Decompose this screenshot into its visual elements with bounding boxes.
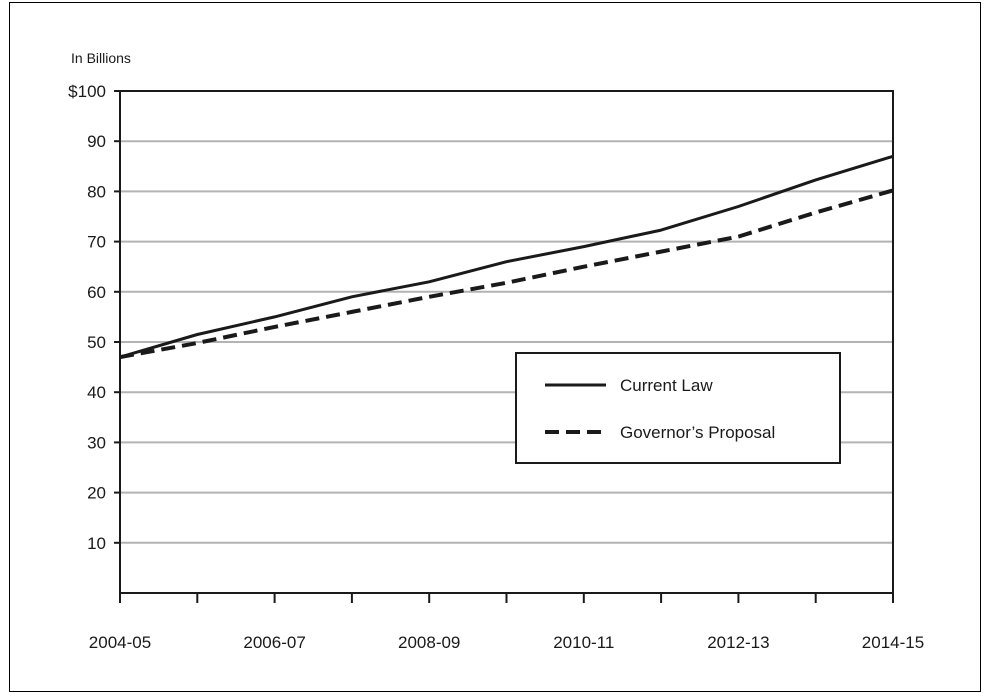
x-tick-label: 2010-11 [553, 633, 614, 652]
y-tick-label: 70 [87, 233, 106, 252]
y-tick-label: 30 [87, 433, 106, 452]
y-tick-label: $100 [68, 82, 106, 101]
gridlines [120, 140, 893, 544]
x-tick-label: 2006-07 [243, 633, 305, 652]
legend-label-current-law: Current Law [620, 376, 713, 395]
y-tick-label: 10 [87, 534, 106, 553]
legend-box [515, 352, 841, 464]
legend: Current Law Governor’s Proposal [515, 352, 841, 464]
x-tick-label: 2014-15 [862, 633, 924, 652]
chart-frame [9, 2, 981, 692]
y-tick-labels: $100 90 80 70 60 50 40 30 20 10 [68, 82, 106, 553]
series-line-governors-proposal [119, 188, 894, 360]
axes [114, 90, 894, 603]
y-tick-label: 50 [87, 333, 106, 352]
x-tick-labels: 2004-05 2006-07 2008-09 2010-11 2012-13 2014-… [89, 633, 924, 652]
x-tick-label: 2012-13 [707, 633, 769, 652]
y-tick-label: 80 [87, 182, 106, 201]
legend-label-governors-proposal: Governor’s Proposal [620, 423, 775, 442]
y-tick-label: 40 [87, 383, 106, 402]
series-lines [119, 154, 894, 360]
y-tick-label: 60 [87, 283, 106, 302]
y-tick-label: 20 [87, 484, 106, 503]
y-tick-label: 90 [87, 132, 106, 151]
series-line-current-law [119, 154, 894, 359]
x-tick-label: 2004-05 [89, 633, 151, 652]
y-unit-label: In Billions [71, 50, 131, 66]
x-tick-label: 2008-09 [398, 633, 460, 652]
